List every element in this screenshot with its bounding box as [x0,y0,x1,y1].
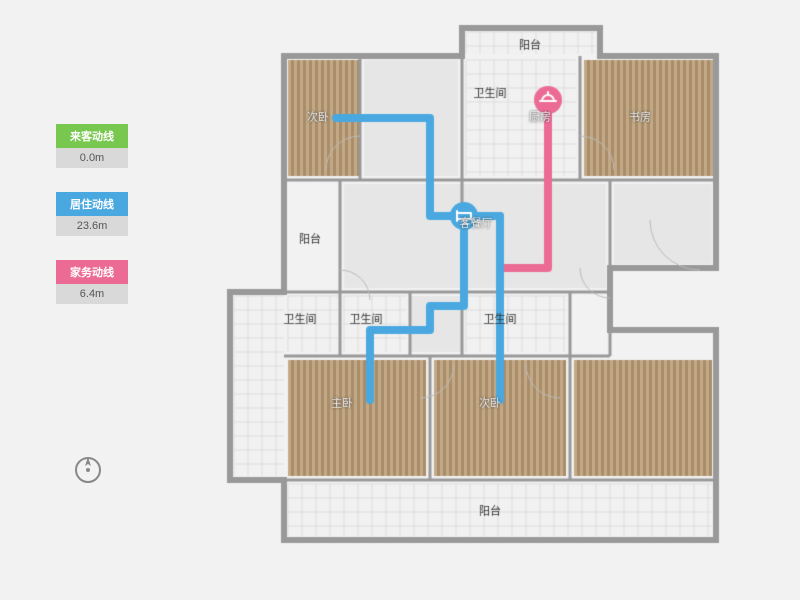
legend: 来客动线 0.0m 居住动线 23.6m 家务动线 6.4m [56,124,128,328]
legend-label: 家务动线 [56,260,128,284]
legend-value: 0.0m [56,148,128,168]
legend-label: 居住动线 [56,192,128,216]
legend-label: 来客动线 [56,124,128,148]
compass-icon [72,454,104,486]
legend-value: 6.4m [56,284,128,304]
legend-value: 23.6m [56,216,128,236]
legend-item-visitor: 来客动线 0.0m [56,124,128,168]
legend-item-chores: 家务动线 6.4m [56,260,128,304]
legend-item-living: 居住动线 23.6m [56,192,128,236]
